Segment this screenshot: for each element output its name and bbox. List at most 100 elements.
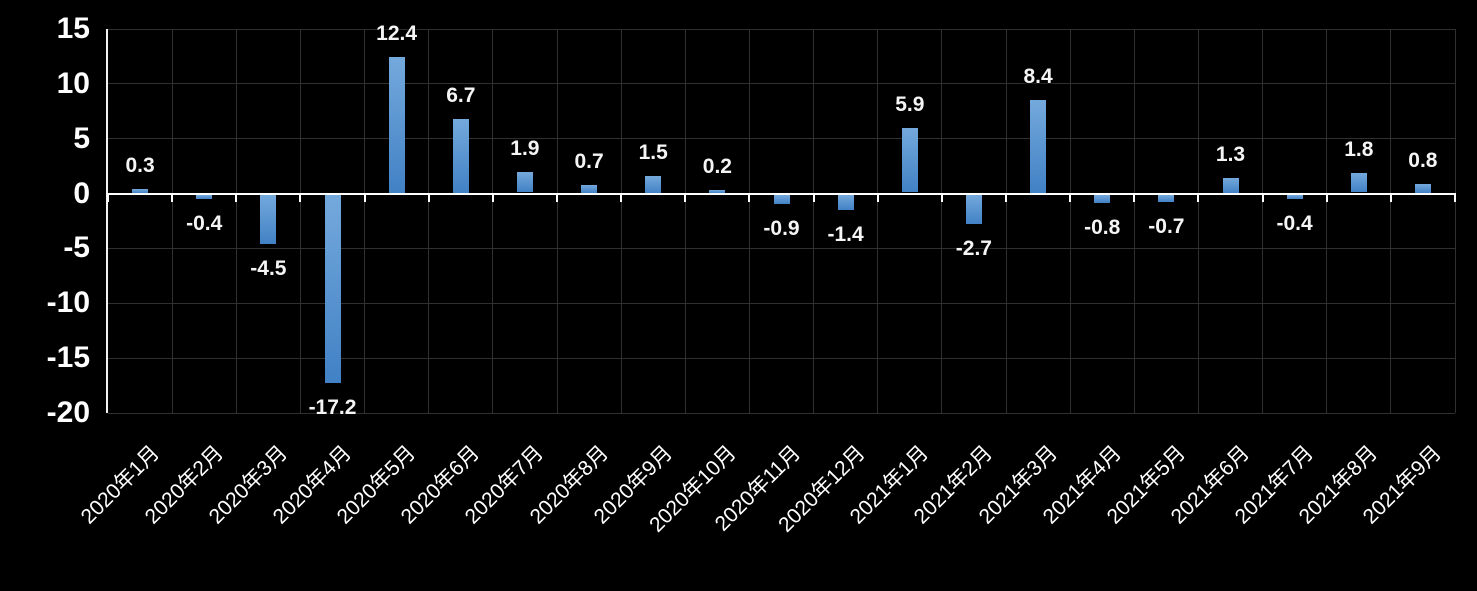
bar-value-label: -17.2 <box>308 396 357 420</box>
category-axis-tick <box>620 192 623 202</box>
bar <box>901 127 918 193</box>
bar-value-label: 1.9 <box>510 136 540 160</box>
bar-value-label: 1.8 <box>1344 137 1374 161</box>
h-gridline <box>108 302 1455 304</box>
h-gridline <box>108 83 1455 85</box>
y-axis-tick-label: 5 <box>73 121 90 155</box>
bar <box>773 194 790 205</box>
category-axis-tick <box>107 192 109 202</box>
bar-value-label: 1.5 <box>638 141 668 165</box>
bar-value-label: 12.4 <box>376 21 418 45</box>
bar <box>1094 194 1111 204</box>
bar-value-label: -1.4 <box>827 222 864 246</box>
bar <box>1414 183 1431 193</box>
y-axis-tick-label: 15 <box>56 12 90 45</box>
bar <box>837 194 854 210</box>
bar-value-label: 5.9 <box>895 92 925 116</box>
y-axis-tick-label: -15 <box>46 341 90 375</box>
category-axis-tick <box>1389 192 1392 202</box>
v-gridline <box>877 29 879 413</box>
category-axis-tick <box>1005 192 1007 202</box>
v-gridline <box>748 29 750 413</box>
y-axis-tick-label: 0 <box>73 176 90 210</box>
zero-line <box>108 192 1455 195</box>
v-gridline <box>1262 29 1264 413</box>
bar <box>452 119 469 193</box>
category-axis-tick <box>1069 192 1072 202</box>
category-axis-tick <box>299 192 302 202</box>
v-gridline <box>941 29 943 413</box>
bar <box>196 194 213 199</box>
v-gridline <box>684 29 686 413</box>
bar-value-label: 0.8 <box>1408 148 1438 172</box>
category-axis-tick <box>940 192 943 202</box>
h-gridline <box>108 357 1455 359</box>
bar <box>1222 178 1239 193</box>
bar-value-label: -0.4 <box>1276 212 1313 235</box>
v-gridline <box>1133 29 1135 413</box>
v-gridline <box>1069 29 1071 413</box>
bar-value-label: 0.3 <box>125 154 155 178</box>
category-axis-tick <box>491 192 494 202</box>
bar-value-label: -0.7 <box>1148 215 1185 239</box>
v-gridline <box>492 29 494 413</box>
y-axis-tick-label: -5 <box>63 231 90 265</box>
bar-value-label: 8.4 <box>1023 65 1053 89</box>
bar-value-label: 0.7 <box>574 149 604 173</box>
category-axis-tick <box>1454 192 1456 202</box>
v-gridline <box>556 29 558 413</box>
y-axis-line <box>106 29 108 413</box>
category-axis-tick <box>171 192 174 202</box>
category-axis-tick <box>235 192 238 202</box>
category-axis-tick <box>363 192 366 202</box>
h-gridline <box>108 247 1455 249</box>
bar <box>645 176 662 193</box>
bar <box>1286 194 1303 199</box>
category-axis-tick <box>1261 192 1264 202</box>
category-axis-tick <box>1325 192 1328 202</box>
v-gridline <box>1005 29 1007 413</box>
category-axis-tick <box>684 192 687 202</box>
bar <box>1350 172 1367 193</box>
bar <box>260 194 277 244</box>
category-axis-tick <box>1133 192 1136 202</box>
bar <box>132 189 149 193</box>
category-axis-tick <box>556 192 558 202</box>
v-gridline <box>620 29 622 413</box>
bar <box>388 56 405 193</box>
category-axis-tick <box>1197 192 1200 202</box>
bar-value-label: -2.7 <box>955 237 992 261</box>
bar <box>324 194 341 384</box>
v-gridline <box>1390 29 1392 413</box>
bar-value-label: -0.4 <box>186 212 223 235</box>
bar <box>965 194 982 225</box>
h-gridline <box>108 28 1455 30</box>
bar-value-label: 0.2 <box>702 155 732 179</box>
h-gridline <box>108 138 1455 140</box>
category-axis-tick <box>748 192 751 202</box>
category-axis-tick <box>427 192 430 202</box>
y-axis-tick-label: -10 <box>46 286 90 320</box>
bar <box>1158 194 1175 203</box>
v-gridline <box>235 29 237 413</box>
bar-value-label: -0.9 <box>763 217 800 241</box>
v-gridline <box>171 29 173 413</box>
v-gridline <box>1326 29 1328 413</box>
y-axis-tick-label: -20 <box>46 396 90 429</box>
v-gridline <box>1197 29 1199 413</box>
category-axis-tick <box>876 192 879 202</box>
h-gridline <box>108 412 1455 414</box>
bar-value-label: 1.3 <box>1215 143 1246 167</box>
category-axis-tick <box>812 192 815 202</box>
bar-value-label: -0.8 <box>1084 216 1121 240</box>
v-gridline <box>1454 29 1456 413</box>
v-gridline <box>364 29 366 413</box>
bar-value-label: -4.5 <box>250 256 287 280</box>
bar-value-label: 6.7 <box>446 84 476 108</box>
bar <box>709 190 726 193</box>
v-gridline <box>813 29 815 413</box>
y-axis-tick-label: 10 <box>56 66 90 100</box>
v-gridline <box>428 29 430 413</box>
bar <box>516 171 533 193</box>
